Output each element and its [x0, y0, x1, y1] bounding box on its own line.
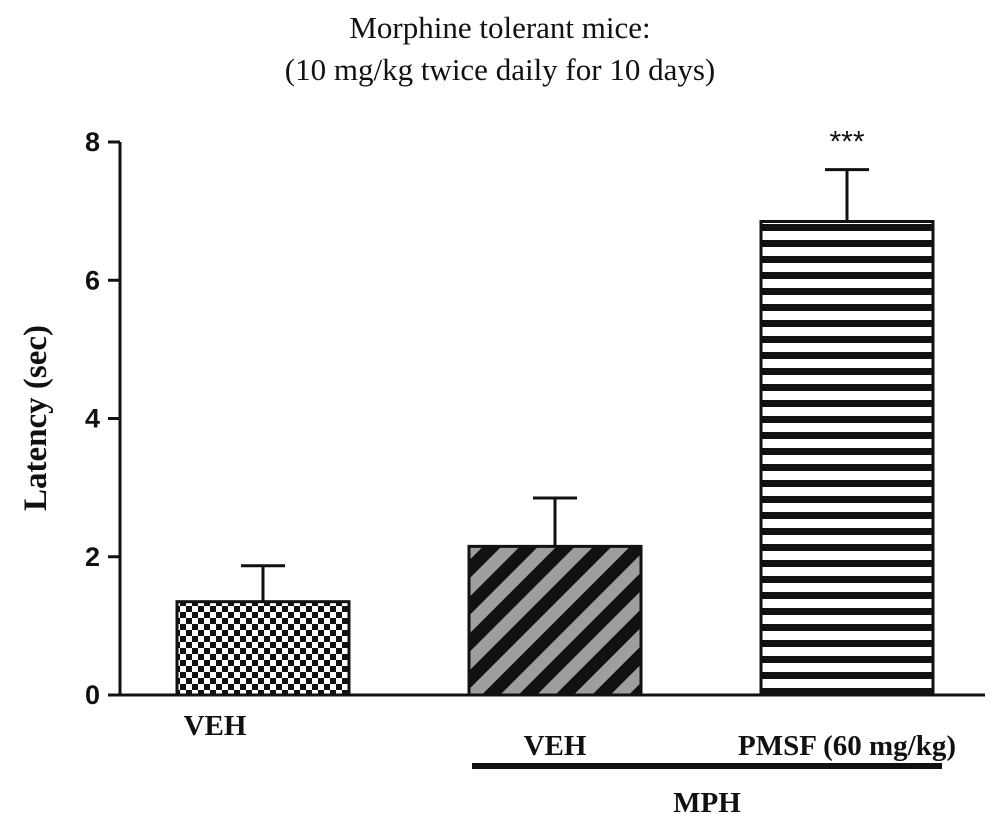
y-tick-label: 8	[85, 127, 100, 157]
y-axis-label: Latency (sec)	[18, 325, 54, 511]
x-category-label: VEH	[524, 730, 587, 762]
x-category-label: VEH	[184, 710, 247, 742]
group-label: MPH	[673, 787, 741, 819]
y-tick-label: 0	[85, 680, 100, 710]
chart-title: Morphine tolerant mice:	[349, 10, 651, 45]
y-tick-label: 2	[85, 542, 100, 572]
x-category-label: PMSF (60 mg/kg)	[738, 730, 956, 762]
bar	[175, 600, 351, 697]
bar	[467, 544, 643, 697]
bar	[759, 219, 935, 697]
chart-subtitle: (10 mg/kg twice daily for 10 days)	[284, 52, 716, 87]
significance-annotation: ***	[829, 126, 864, 159]
y-tick-label: 4	[85, 404, 100, 434]
y-tick-label: 6	[85, 265, 100, 295]
